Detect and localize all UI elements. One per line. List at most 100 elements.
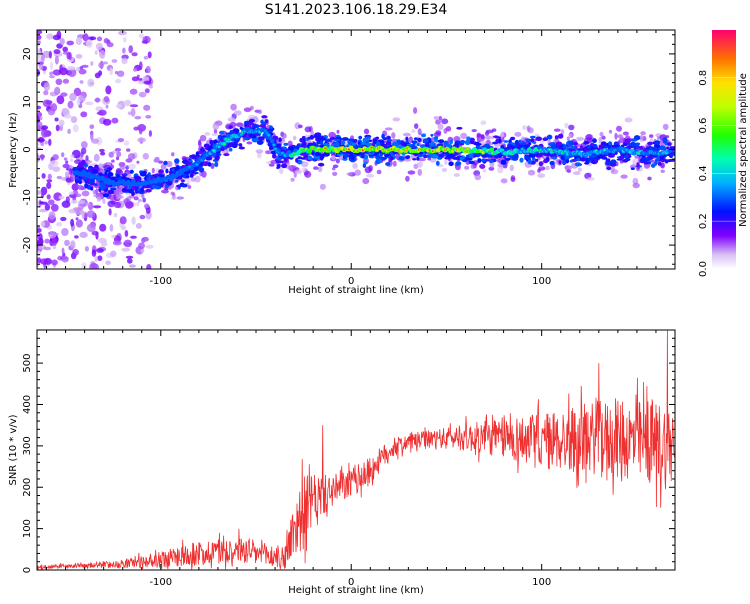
noise-cell [91,138,100,144]
halo-cell [142,197,146,203]
band-cell [416,156,420,161]
band-cell [421,133,426,138]
noise-cell [47,173,52,180]
band-cell [639,158,647,163]
band-cell [207,162,212,167]
band-cell [500,145,505,150]
halo-cell [65,160,69,164]
colorbar-tick-label: 0.2 [698,213,709,229]
halo-cell [445,126,452,132]
band-cell [507,144,514,150]
noise-cell [111,59,118,63]
band-cell [656,155,660,162]
noise-cell [40,220,45,228]
noise-cell [67,100,74,109]
band-cell [609,162,617,167]
spectrogram-ytick-label: -20 [22,237,33,253]
band-cell [503,147,510,151]
noise-cell [126,148,131,152]
noise-cell [119,216,127,225]
noise-cell [66,40,74,46]
noise-cell [50,103,58,112]
noise-cell [123,140,130,146]
band-cell [464,139,471,145]
snr-ylabel: SNR (10 * v/v) [8,414,19,485]
band-cell [107,175,111,179]
ridge-core-cell [519,150,523,154]
halo-cell [227,117,236,122]
noise-cell [99,148,105,153]
band-cell [594,159,599,163]
noise-cell [59,38,65,45]
colorbar-tick-label: 0.6 [698,118,709,134]
noise-cell [56,30,62,39]
band-cell [329,137,336,140]
noise-cell [61,247,65,255]
halo-cell [211,132,219,137]
band-cell [437,139,445,144]
halo-cell [111,159,115,163]
band-cell [181,179,185,183]
band-cell [133,175,141,179]
noise-cell [97,255,103,261]
colorbar-gradient [712,30,736,269]
noise-cell [138,127,143,135]
snr-xtick-label: -100 [149,577,172,588]
band-cell [239,126,243,130]
band-cell [587,144,591,149]
noise-cell [128,264,136,268]
band-cell [314,132,322,137]
halo-cell [471,129,477,133]
halo-cell [158,160,163,164]
noise-cell [129,88,138,95]
band-cell [272,153,277,159]
band-cell [102,193,110,198]
noise-cell [103,118,112,126]
ridge-core-cell [195,163,199,166]
band-cell [539,152,545,156]
noise-cell [79,231,88,238]
halo-cell [210,162,215,169]
halo-cell [402,132,411,137]
halo-cell [354,169,362,176]
ridge-core-cell [450,150,454,153]
colorbar-ticks: 0.0 0.2 0.4 0.6 0.8 [698,70,736,277]
band-cell [333,138,341,142]
noise-cell [105,104,109,109]
band-cell [206,156,213,161]
halo-cell [336,129,340,134]
halo-cell [598,136,602,144]
noise-cell [55,78,63,86]
band-cell [316,141,322,145]
noise-cell [37,61,44,65]
halo-cell [470,164,475,169]
noise-cell [124,230,129,237]
band-cell [232,137,240,141]
halo-cell [640,131,646,136]
noise-cell [148,84,153,89]
halo-cell [585,134,593,140]
band-cell [671,151,675,156]
halo-cell [287,165,294,171]
snr-background [37,330,675,570]
halo-cell [568,124,575,131]
noise-cell [133,67,138,72]
band-cell [375,136,380,140]
halo-cell [484,131,490,136]
snr-series-line [37,330,675,570]
noise-cell [37,48,41,52]
band-cell [256,140,264,145]
halo-cell [142,153,149,160]
band-cell [121,187,128,193]
band-cell [78,163,85,167]
halo-cell [620,174,628,179]
noise-cell [122,47,126,54]
halo-cell [116,151,122,157]
band-cell [251,137,259,143]
noise-cell [96,111,104,116]
halo-cell [255,149,264,154]
band-cell [380,156,388,160]
noise-cell [41,173,46,179]
band-cell [630,141,636,147]
